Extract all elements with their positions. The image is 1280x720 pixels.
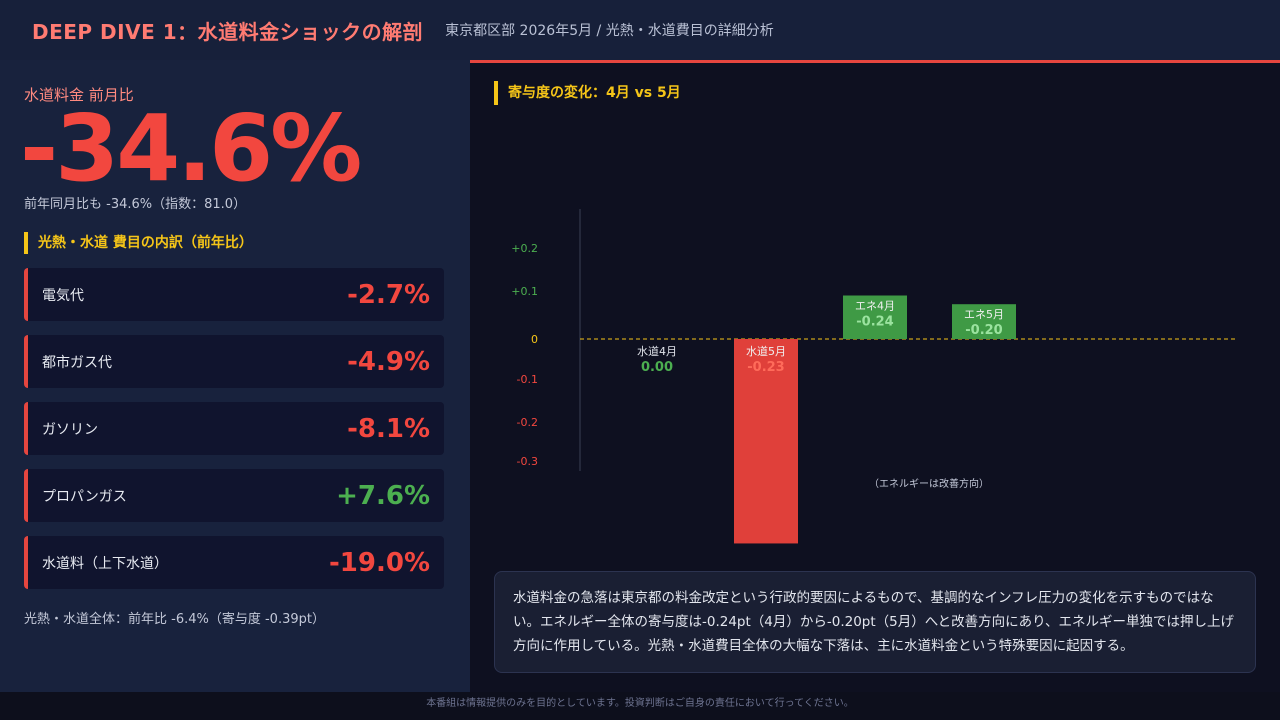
y-tick-label: -0.3 <box>517 455 538 468</box>
header: DEEP DIVE 1：水道料金ショックの解剖 東京都区部 2026年5月 / … <box>0 0 1280 60</box>
bar <box>734 339 798 544</box>
bar-value-label: 0.00 <box>641 360 673 375</box>
item-value: -19.0% <box>329 547 430 578</box>
item-name: 都市ガス代 <box>42 354 112 371</box>
left-panel: 水道料金 前月比 -34.6% 前年同月比も -34.6%（指数：81.0） 光… <box>0 60 470 692</box>
kpi-label: 水道料金 前月比 <box>24 86 134 104</box>
right-panel: 寄与度の変化：4月 vs 5月 +0.2 +0.1 0 -0.1 -0.2 -0.3 水道4… <box>470 60 1280 692</box>
bar-name-label: 水道5月 <box>746 344 786 358</box>
bar-value-label: -0.23 <box>747 360 784 375</box>
page-subtitle: 東京都区部 2026年5月 / 光熱・水道費目の詳細分析 <box>445 23 774 39</box>
y-tick-label: +0.1 <box>511 285 538 298</box>
breakdown-item-propane: プロパンガス +7.6% <box>24 469 444 522</box>
breakdown-list: 電気代 -2.7% 都市ガス代 -4.9% ガソリン -8.1% プロパンガス … <box>24 268 444 603</box>
breakdown-title: 光熱・水道 費目の内訳（前年比） <box>24 232 253 254</box>
kpi-note: 前年同月比も -34.6%（指数：81.0） <box>24 197 247 212</box>
kpi-value: -34.6% <box>20 95 362 202</box>
bar-name-label: エネ4月 <box>855 300 895 313</box>
item-value: -2.7% <box>347 279 430 310</box>
item-name: プロパンガス <box>42 488 127 505</box>
bar-name-label: 水道4月 <box>637 344 677 358</box>
bar-name-label: エネ5月 <box>964 308 1004 321</box>
analysis-note: 水道料金の急落は東京都の料金改定という行政的要因によるもので、基調的なインフレ圧… <box>494 571 1256 673</box>
item-name: 水道料（上下水道） <box>42 555 168 572</box>
item-value: +7.6% <box>336 480 430 511</box>
item-name: ガソリン <box>42 421 98 438</box>
bar-value-label: -0.20 <box>965 323 1002 338</box>
contribution-chart: +0.2 +0.1 0 -0.1 -0.2 -0.3 水道4月 0.00 水道5月 -0.23 エネ… <box>511 209 1235 544</box>
total-note: 光熱・水道全体：前年比 -6.4%（寄与度 -0.39pt） <box>24 612 325 627</box>
bar <box>843 295 907 339</box>
chart-title: 寄与度の変化：4月 vs 5月 <box>494 81 681 105</box>
item-value: -4.9% <box>347 346 430 377</box>
item-value: -8.1% <box>347 413 430 444</box>
breakdown-item-electricity: 電気代 -2.7% <box>24 268 444 321</box>
footer-disclaimer: 本番組は情報提供のみを目的としています。投資判断はご自身の責任において行ってくだ… <box>0 692 1280 720</box>
breakdown-item-gasoline: ガソリン -8.1% <box>24 402 444 455</box>
bar <box>952 304 1016 339</box>
y-tick-label: 0 <box>531 333 538 346</box>
y-tick-label: -0.1 <box>517 373 538 386</box>
breakdown-item-water: 水道料（上下水道） -19.0% <box>24 536 444 589</box>
page-title: DEEP DIVE 1：水道料金ショックの解剖 <box>32 19 424 44</box>
breakdown-item-city-gas: 都市ガス代 -4.9% <box>24 335 444 388</box>
item-name: 電気代 <box>42 287 84 304</box>
bar-value-label: -0.24 <box>856 315 893 330</box>
y-tick-label: +0.2 <box>511 242 538 255</box>
y-tick-label: -0.2 <box>517 416 538 429</box>
chart-annotation: （エネルギーは改善方向） <box>869 477 989 490</box>
